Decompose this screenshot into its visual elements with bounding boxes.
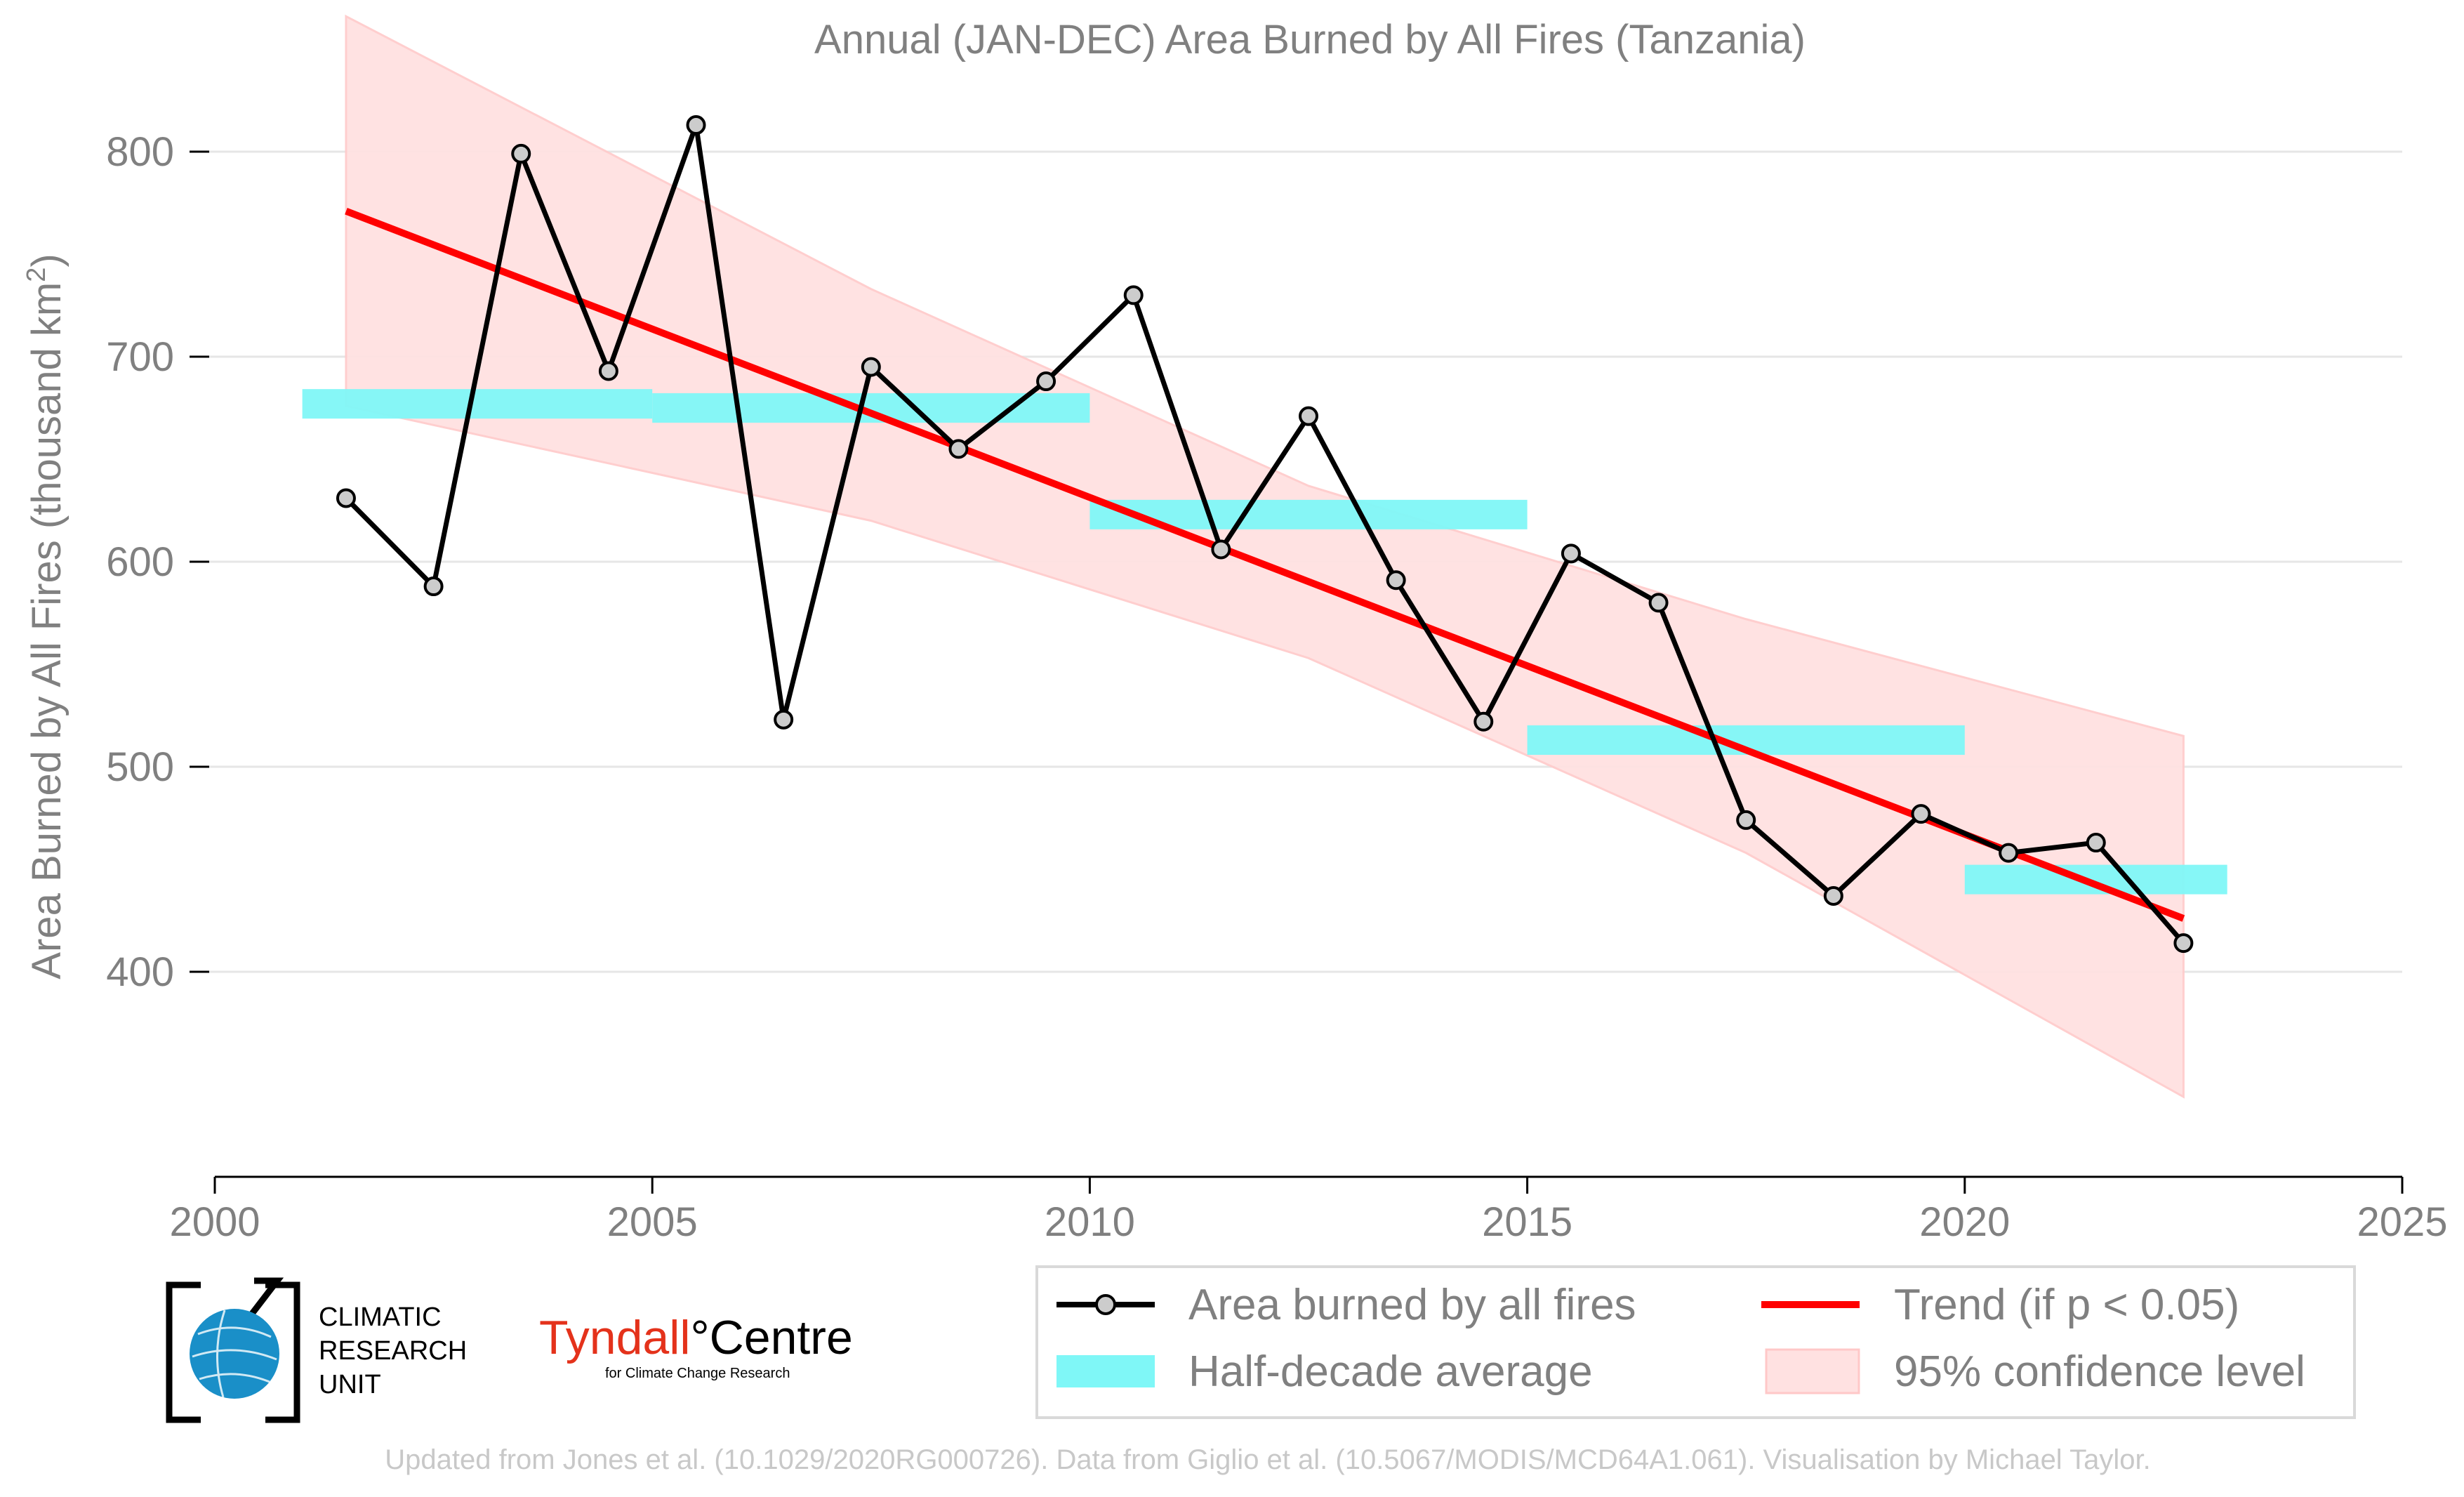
y-tick-label-400: 400 [106,949,174,995]
data-point-2009 [1036,371,1057,392]
data-point-2005 [686,115,706,136]
cru-text-line1: CLIMATIC [319,1303,442,1332]
axes: 400 500 600 700 800 2000 2005 2010 2015 2020 2025 [106,129,2447,1245]
annual-series-line [344,122,2186,945]
data-point-2011 [1211,539,1231,560]
half-decade-bar-2 [652,393,1090,423]
half-decade-bars [302,389,2227,895]
tyndall-subtitle: for Climate Change Research [605,1366,790,1381]
legend-label-area-burned: Area burned by all fires [1188,1281,1636,1329]
data-point-2008 [948,439,969,459]
data-point-2018 [1823,885,1843,906]
legend-item-half-decade: Half-decade average [1057,1347,1593,1396]
data-point-2017 [1736,810,1756,830]
legend-item-area-burned: Area burned by all fires [1057,1281,1636,1329]
tyndall-logo: Tyndall°Centre for Climate Change Resear… [539,1311,853,1381]
x-tick-label-2000: 2000 [169,1199,260,1245]
x-tick-label-2020: 2020 [1919,1199,2010,1245]
data-point-2001 [336,488,356,508]
cru-bracket-icon [166,1277,300,1423]
chart-title: Annual (JAN-DEC) Area Burned by All Fire… [814,17,1806,62]
x-tick-label-2005: 2005 [607,1199,698,1245]
x-tick-label-2025: 2025 [2357,1199,2447,1245]
data-point-2002 [423,576,444,597]
globe-lines-icon [192,1310,277,1398]
data-point-2020 [1999,843,2019,863]
data-point-2022 [2173,933,2194,954]
cru-text-line3: UNIT [319,1370,381,1399]
y-axis-label: Area Burned by All Fires (thousand km2) [22,253,69,979]
legend-item-trend: Trend (if p < 0.05) [1761,1281,2239,1329]
half-decade-bar-1 [302,389,653,419]
y-tick-label-500: 500 [106,744,174,790]
x-tick-label-2010: 2010 [1045,1199,1135,1245]
data-point-2012 [1299,406,1318,426]
legend-frame [1035,1265,2356,1419]
data-point-2007 [861,357,881,377]
data-point-2013 [1386,570,1406,591]
data-point-2006 [774,709,794,730]
data-point-2014 [1473,711,1494,732]
legend: Area burned by all fires Trend (if p < 0… [1035,1265,2356,1419]
legend-label-confidence: 95% confidence level [1894,1347,2305,1396]
half-decade-bar-5 [1964,864,2227,895]
data-point-2019 [1911,804,1931,824]
annual-series-layer [336,115,2194,954]
data-point-2010 [1123,285,1144,305]
data-point-2004 [598,361,618,381]
cru-logo: CLIMATIC RESEARCH UNIT [166,1277,467,1423]
legend-item-confidence: 95% confidence level [1765,1347,2305,1396]
cru-text-line2: RESEARCH [319,1336,467,1366]
y-tick-label-600: 600 [106,539,174,585]
trend-line [345,208,2185,922]
y-tick-label-800: 800 [106,129,174,175]
legend-label-half-decade: Half-decade average [1188,1347,1593,1396]
footer-credit: Updated from Jones et al. (10.1029/2020R… [385,1444,2150,1475]
confidence-band [345,14,2185,1099]
data-point-2016 [1648,593,1669,613]
data-point-2015 [1561,543,1581,564]
y-tick-label-700: 700 [106,334,174,380]
trend-line-layer [345,208,2185,922]
legend-label-trend: Trend (if p < 0.05) [1894,1281,2239,1329]
data-point-2003 [511,143,531,164]
data-point-2021 [2086,833,2106,853]
confidence-band-area [345,14,2185,1099]
tyndall-wordmark: Tyndall°Centre [539,1311,853,1364]
x-tick-label-2015: 2015 [1482,1199,1572,1245]
